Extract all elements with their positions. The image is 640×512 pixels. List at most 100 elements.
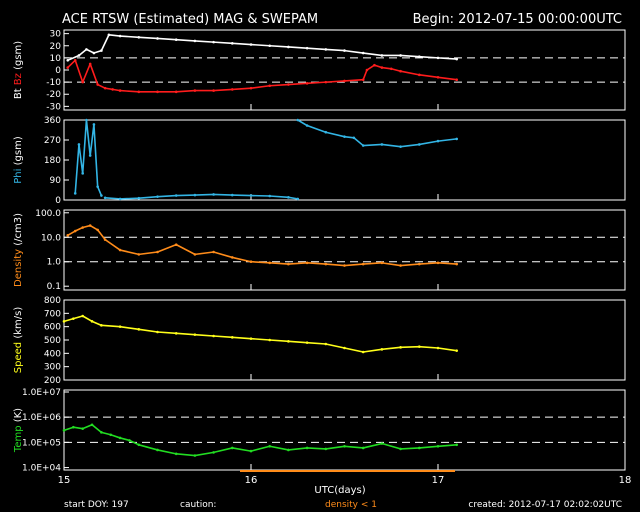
start-doy: start DOY: 197 xyxy=(64,500,129,510)
bt-bz-data-point xyxy=(389,67,393,71)
bt-bz-ytick-label: -30 xyxy=(46,102,61,112)
speed-data-point xyxy=(118,325,122,328)
bt-bz-data-point xyxy=(92,51,96,55)
density-data-point xyxy=(103,238,107,241)
temp-ytick-label: 1.0E+06 xyxy=(22,413,61,423)
bt-bz-data-point xyxy=(365,68,369,72)
phi-data-point xyxy=(77,143,81,146)
density-ylabel-part: (/cm3) xyxy=(13,213,24,249)
phi-data-point xyxy=(296,118,300,122)
phi-data-point xyxy=(343,135,346,138)
temp-data-point xyxy=(128,439,131,442)
temp-data-point xyxy=(361,446,365,450)
density-ytick-label: 0.1 xyxy=(47,282,61,292)
bt-bz-data-point xyxy=(268,44,272,48)
density-data-point xyxy=(380,261,384,265)
speed-data-point xyxy=(418,345,421,348)
speed-data-point xyxy=(72,317,75,320)
phi-data-point xyxy=(380,143,384,146)
phi-data-point xyxy=(249,194,253,197)
density-data-point xyxy=(436,261,440,265)
bt-bz-data-point xyxy=(118,89,122,92)
begin-time: Begin: 2012-07-15 00:00:00UTC xyxy=(413,12,622,27)
temp-data-point xyxy=(72,425,75,429)
temp-ylabel: Temp (K) xyxy=(13,408,24,453)
phi-data-point xyxy=(88,154,92,157)
speed-data-point xyxy=(436,346,440,350)
bt-bz-ylabel-part: Bz xyxy=(13,73,24,88)
density-caution-note: density < 1 xyxy=(325,500,377,510)
phi-data-point xyxy=(268,194,272,198)
bt-bz-ylabel-part: (gsm) xyxy=(13,41,24,73)
temp-data-point xyxy=(436,444,440,448)
temp-data-point xyxy=(109,433,113,437)
density-data-point xyxy=(399,264,402,267)
speed-data-point xyxy=(212,334,215,338)
bt-bz-data-point xyxy=(249,86,253,90)
bt-bz-panel: 30 20 10 0 -10 -20 -30 Bt Bz (gsm) xyxy=(13,29,626,112)
density-data-point xyxy=(66,234,70,237)
bt-bz-data-point xyxy=(77,54,81,57)
phi-data-point xyxy=(81,172,84,175)
bt-bz-data-point xyxy=(137,90,141,94)
bt-bz-data-point xyxy=(174,38,178,41)
phi-data-point xyxy=(296,197,300,201)
temp-data-point xyxy=(305,446,309,450)
bt-bz-ytick-label: 10 xyxy=(50,54,62,64)
phi-data-point xyxy=(231,193,234,197)
speed-data-point xyxy=(81,314,84,318)
phi-data-point xyxy=(193,193,197,197)
phi-data-point xyxy=(118,197,122,201)
bt-bz-ylabel: Bt Bz (gsm) xyxy=(13,41,24,99)
density-data-point xyxy=(118,248,122,252)
phi-data-point xyxy=(156,195,159,198)
phi-series-line xyxy=(74,119,103,196)
speed-data-point xyxy=(268,338,272,342)
speed-ytick-label: 600 xyxy=(44,323,61,333)
bt-bz-data-point xyxy=(212,89,215,92)
temp-data-point xyxy=(212,451,215,454)
phi-series-line xyxy=(105,193,298,200)
phi-data-point xyxy=(174,194,178,197)
bt-bz-data-point xyxy=(343,79,346,83)
phi-data-point xyxy=(324,130,328,134)
bt-bz-data-point xyxy=(268,84,272,88)
temp-data-point xyxy=(399,447,402,451)
x-tick-label: 15 xyxy=(58,475,71,486)
temp-ytick-label: 1.0E+04 xyxy=(22,464,61,474)
temp-data-point xyxy=(455,443,459,447)
bt-bz-data-point xyxy=(66,66,70,69)
speed-data-point xyxy=(249,337,253,340)
bt-bz-data-point xyxy=(380,66,384,69)
phi-data-point xyxy=(455,137,459,141)
density-data-point xyxy=(343,264,346,267)
bt-bz-data-point xyxy=(85,48,88,51)
caution-label: caution: xyxy=(180,500,216,510)
bt-bz-ytick-label: -20 xyxy=(46,90,61,100)
phi-data-point xyxy=(85,118,88,122)
speed-data-point xyxy=(90,320,94,323)
temp-data-point xyxy=(268,444,272,448)
phi-data-point xyxy=(100,194,103,197)
phi-data-point xyxy=(418,143,421,146)
speed-ytick-label: 400 xyxy=(44,349,61,359)
density-data-point xyxy=(287,262,290,266)
bt-bz-data-point xyxy=(455,57,459,61)
temp-data-point xyxy=(343,444,346,448)
density-data-point xyxy=(174,243,178,246)
phi-data-point xyxy=(436,139,440,143)
bt-bz-data-point xyxy=(66,59,70,62)
density-data-point xyxy=(212,250,215,254)
bt-bz-data-point xyxy=(193,39,197,43)
x-tick-label: 18 xyxy=(619,475,632,486)
speed-ytick-label: 700 xyxy=(44,309,61,319)
phi-data-point xyxy=(361,144,365,147)
temp-data-point xyxy=(62,429,66,432)
phi-data-point xyxy=(73,192,77,195)
bt-bz-data-point xyxy=(118,34,122,38)
phi-ytick-label: 270 xyxy=(44,136,61,146)
bt-bz-data-point xyxy=(81,80,84,84)
phi-data-point xyxy=(103,196,107,200)
density-data-point xyxy=(418,262,421,266)
